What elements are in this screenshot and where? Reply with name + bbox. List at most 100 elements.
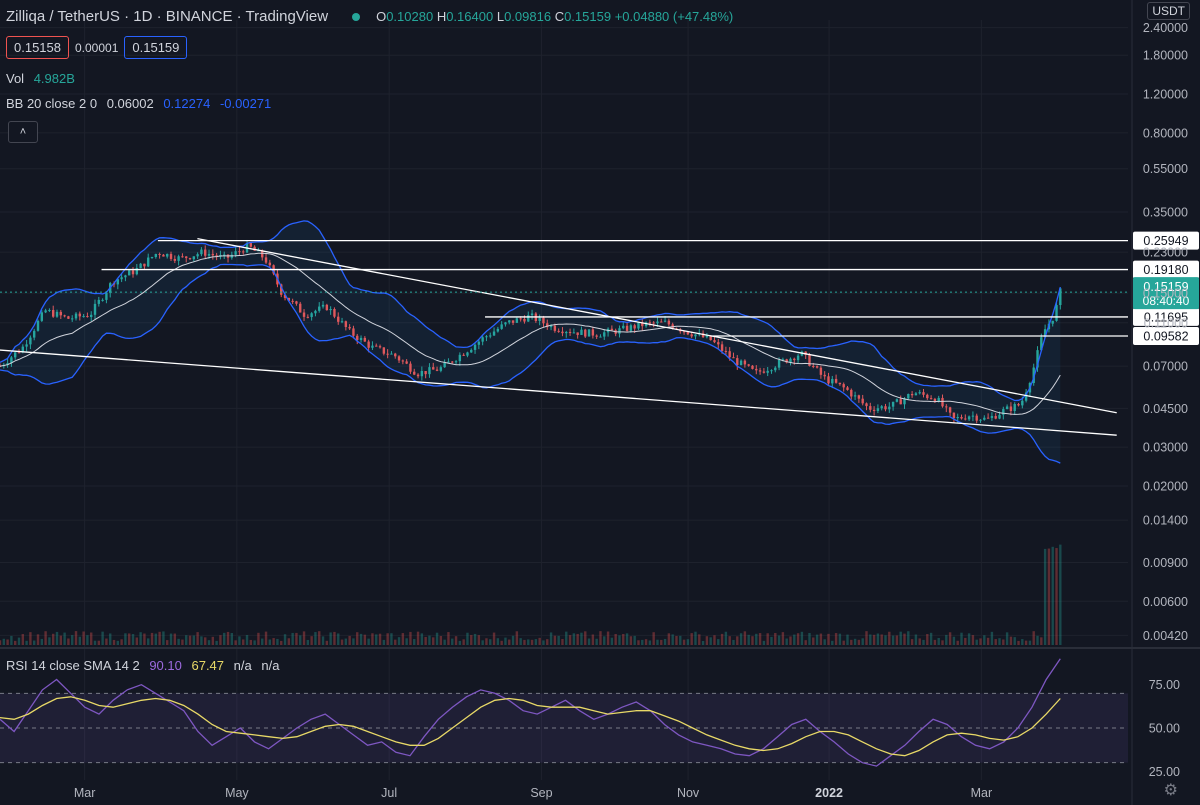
- volume-bar: [0, 640, 2, 645]
- candle-body: [17, 352, 21, 354]
- candle-body: [67, 316, 70, 319]
- price-axis-label: 0.15000: [1143, 287, 1188, 301]
- volume-bar: [614, 633, 617, 645]
- volume-bar: [508, 639, 511, 645]
- volume-bar: [314, 632, 317, 645]
- candle-body: [90, 314, 93, 318]
- candle-body: [1002, 409, 1005, 415]
- rsi-sma-value: 67.47: [191, 658, 225, 673]
- volume-bar: [257, 632, 260, 645]
- candle-body: [207, 253, 211, 256]
- candle-body: [78, 313, 82, 317]
- volume-bar: [804, 640, 807, 645]
- volume-bar: [394, 639, 397, 645]
- candle-body: [603, 332, 606, 337]
- spread-value: 0.00001: [75, 40, 119, 55]
- volume-bar: [519, 638, 522, 645]
- candle-body: [831, 378, 834, 384]
- candle-body: [6, 363, 9, 365]
- candle-body: [1055, 305, 1058, 321]
- volume-bar: [55, 631, 59, 645]
- volume-bar: [196, 632, 199, 645]
- collapse-legend-button[interactable]: ˄: [8, 121, 38, 143]
- volume-bar: [1043, 548, 1047, 645]
- price-axis-label: 0.00900: [1143, 556, 1188, 570]
- volume-bar: [515, 631, 519, 645]
- volume-bar: [648, 640, 652, 645]
- volume-bar: [876, 633, 880, 645]
- price-axis-label: 1.20000: [1143, 88, 1188, 102]
- price-axis-label: 0.35000: [1143, 205, 1188, 219]
- price-axis-label: 0.23000: [1143, 246, 1188, 260]
- bb-legend[interactable]: BB 20 close 2 0 0.06002 0.12274 -0.00271: [6, 96, 271, 111]
- volume-bar: [120, 639, 123, 645]
- candle-body: [789, 358, 792, 363]
- candle-body: [105, 292, 108, 300]
- candle-body: [496, 328, 500, 332]
- price-axis-label: 0.02000: [1143, 480, 1188, 494]
- candle-body: [268, 262, 272, 266]
- gear-icon[interactable]: ⚙: [1163, 782, 1178, 799]
- volume-bar: [834, 633, 838, 645]
- candle-body: [834, 378, 838, 383]
- volume-bar: [272, 638, 275, 645]
- volume-bar: [352, 638, 355, 645]
- volume-bar: [166, 640, 169, 645]
- open-value: 0.10280: [386, 9, 434, 24]
- candle-body: [21, 346, 25, 353]
- candle-body: [633, 325, 636, 329]
- candle-body: [356, 335, 359, 341]
- candle-body: [929, 398, 933, 400]
- currency-select[interactable]: USDT: [1147, 2, 1190, 20]
- level-price-box: [1133, 307, 1199, 326]
- candle-body: [44, 310, 47, 313]
- candle-body: [211, 253, 215, 256]
- volume-bar: [116, 640, 120, 645]
- sell-button[interactable]: 0.15158: [6, 36, 69, 59]
- volume-bar: [477, 635, 481, 645]
- volume-bar: [386, 633, 389, 645]
- symbol-title[interactable]: Zilliqa / TetherUS · 1D · BINANCE · Trad…: [6, 8, 329, 25]
- level-price-box: [1133, 231, 1199, 250]
- time-axis-label: Nov: [677, 786, 700, 800]
- candle-body: [0, 366, 2, 368]
- volume-legend[interactable]: Vol 4.982B: [6, 71, 75, 86]
- volume-bar: [226, 631, 230, 645]
- volume-bar: [971, 635, 975, 645]
- rsi-legend[interactable]: RSI 14 close SMA 14 2 90.10 67.47 n/a n/…: [6, 658, 279, 673]
- buy-button[interactable]: 0.15159: [124, 36, 188, 59]
- candle-body: [523, 318, 526, 322]
- candle-body: [637, 322, 640, 329]
- volume-bar: [177, 638, 180, 645]
- volume-bar: [340, 639, 344, 645]
- price-axis-label: 0.00420: [1143, 629, 1188, 643]
- price-axis-label: 0.07000: [1143, 360, 1188, 374]
- volume-bar: [956, 640, 959, 645]
- candle-body: [63, 315, 66, 317]
- candle-body: [891, 401, 895, 407]
- volume-bar: [546, 639, 549, 645]
- candle-body: [793, 358, 796, 361]
- volume-bar: [321, 636, 325, 645]
- volume-bar: [610, 637, 614, 645]
- volume-bar: [899, 631, 902, 645]
- volume-bar: [675, 636, 678, 645]
- volume-bar: [580, 632, 583, 645]
- volume-bar: [173, 633, 177, 645]
- candle-body: [724, 350, 728, 352]
- candle-body: [994, 416, 997, 419]
- level-price-label: 0.11695: [1144, 310, 1188, 324]
- candle-body: [359, 337, 363, 341]
- candle-body: [781, 359, 785, 361]
- volume-bar: [162, 631, 165, 645]
- volume-bar: [310, 636, 313, 645]
- volume-bar: [785, 638, 788, 645]
- candle-body: [500, 324, 503, 329]
- volume-bar: [492, 632, 496, 645]
- candle-body: [819, 367, 823, 375]
- volume-bar: [150, 632, 154, 645]
- volume-bar: [549, 632, 553, 645]
- candle-body: [686, 331, 690, 335]
